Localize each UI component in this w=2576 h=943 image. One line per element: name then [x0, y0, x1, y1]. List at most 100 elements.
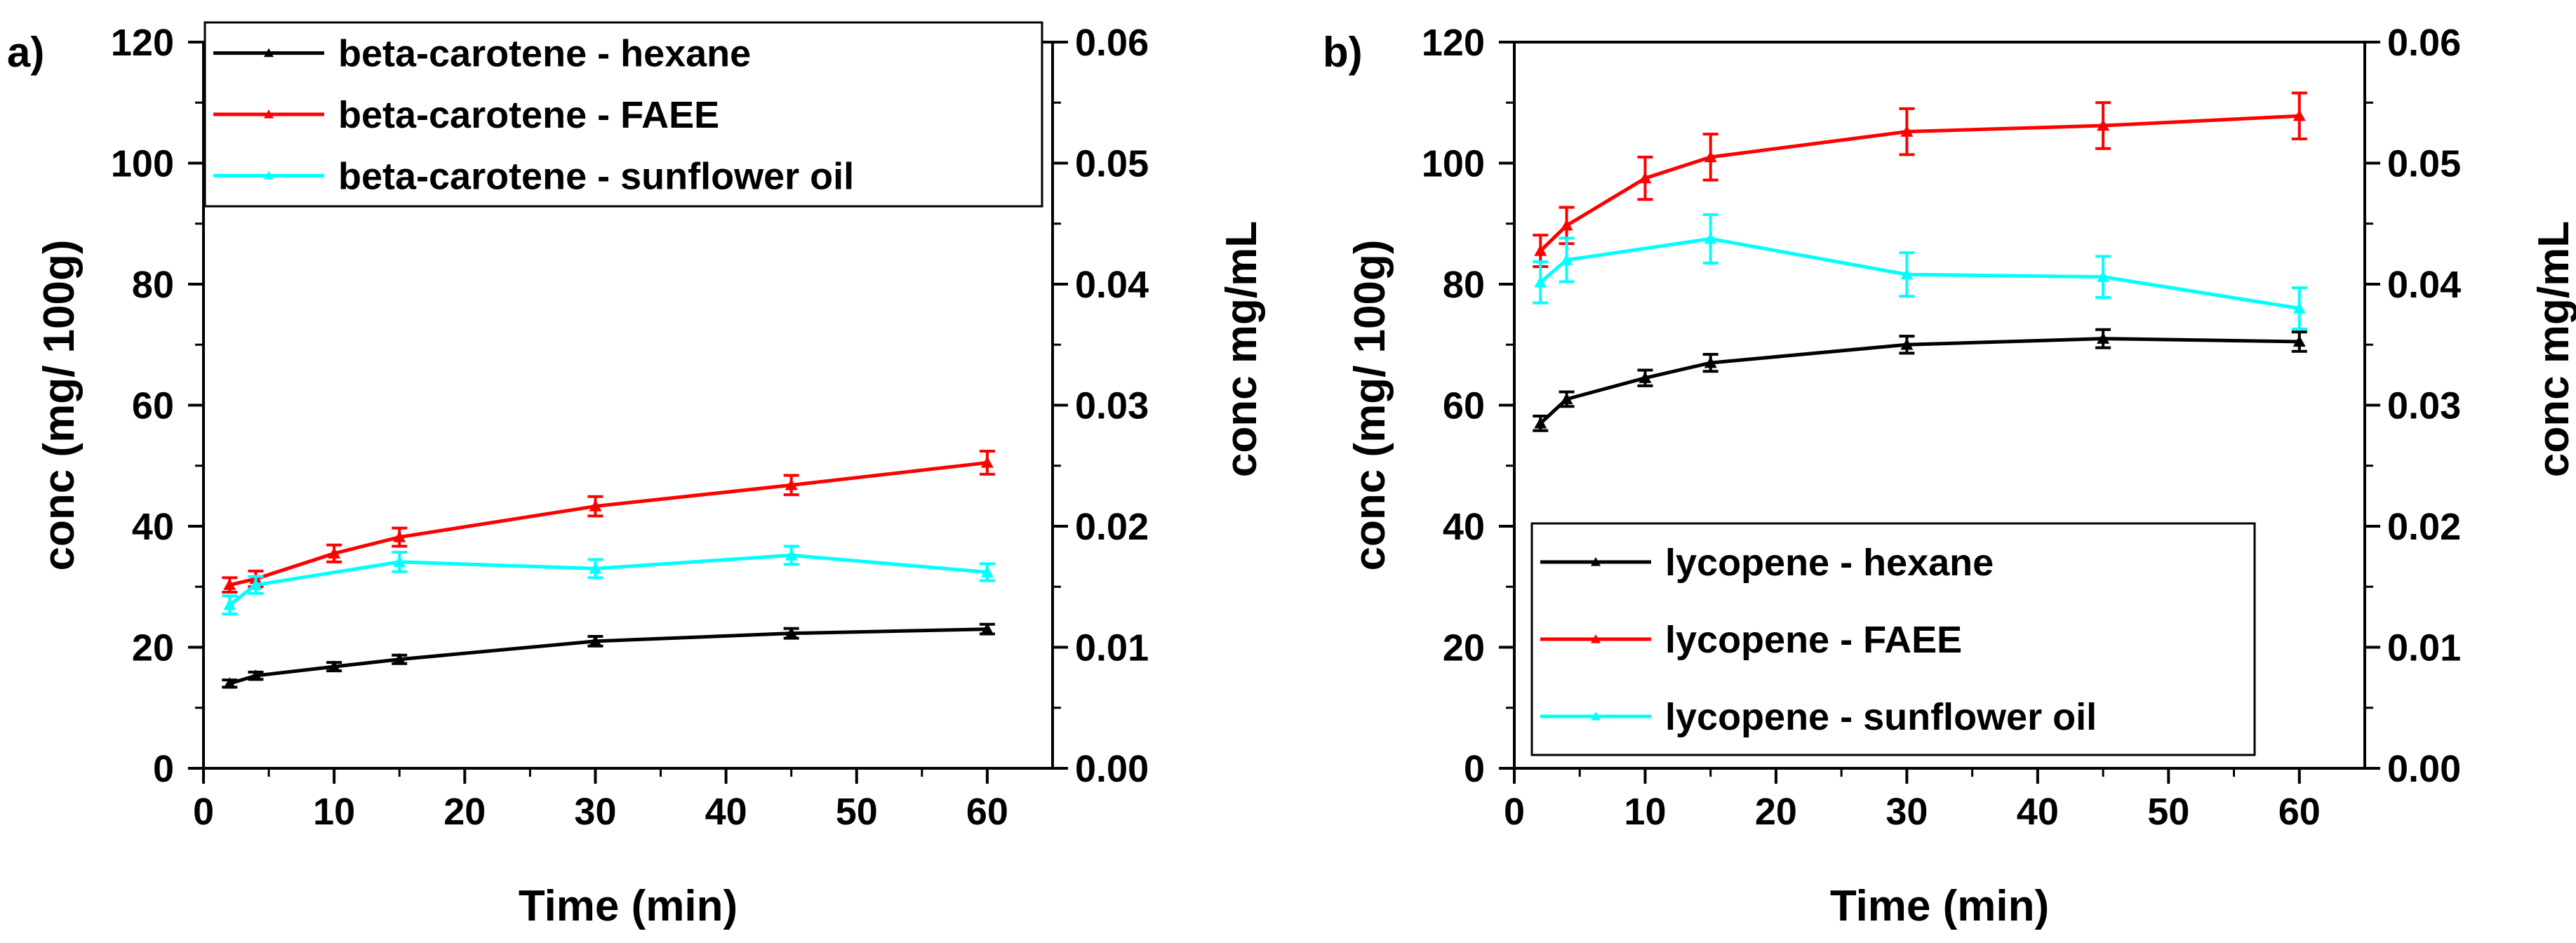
data-point [1704, 356, 1717, 368]
y-tick-label: 0 [153, 748, 174, 790]
legend-label: lycopene - hexane [1665, 542, 1994, 584]
y-tick-label: 100 [1422, 143, 1485, 185]
series-1 [1533, 91, 2307, 268]
y2-tick-label: 0.04 [2387, 264, 2461, 306]
data-point [249, 578, 262, 590]
series-0 [222, 622, 995, 689]
legend-swatch-marker [1591, 634, 1601, 643]
data-point [589, 634, 602, 647]
y-tick-label: 120 [111, 22, 174, 64]
y-tick-label: 120 [1422, 22, 1485, 64]
data-point [1639, 172, 1652, 184]
x-axis-title: Time (min) [519, 882, 738, 930]
y2-tick-label: 0.00 [2387, 748, 2461, 790]
x-tick-label: 40 [2017, 791, 2059, 833]
y2-axis-title: conc mg/mL [2530, 221, 2576, 477]
data-point [1560, 253, 1573, 265]
y2-tick-label: 0.04 [1075, 264, 1149, 306]
data-point [1900, 268, 1914, 280]
data-point [1534, 244, 1547, 256]
legend-label: beta-carotene - FAEE [338, 94, 719, 136]
series-line [1539, 236, 2300, 310]
data-point [2293, 109, 2306, 121]
data-point [328, 660, 341, 672]
data-point [785, 549, 798, 561]
series-line [229, 627, 987, 685]
y2-tick-label: 0.05 [1075, 143, 1149, 185]
y2-tick-label: 0.01 [1075, 627, 1149, 669]
y-tick-label: 100 [111, 143, 174, 185]
panel-b: b) 0 10 20 30 40 50 60 0 20 40 60 80 100 120 0.00 0.01 0.… [1323, 22, 2576, 930]
legend-swatch-marker [264, 48, 274, 58]
legend-label: beta-carotene - sunflower oil [338, 155, 854, 197]
data-point [223, 677, 236, 689]
legend-swatch-marker [264, 170, 274, 180]
data-point [1534, 417, 1547, 429]
y2-axis-title: conc mg/mL [1217, 221, 1266, 477]
y-tick-label: 20 [132, 627, 174, 669]
data-point [2097, 119, 2110, 131]
legend-box [203, 21, 1043, 208]
y2-tick-label: 0.01 [2387, 627, 2461, 669]
x-tick-label: 60 [966, 791, 1008, 833]
data-point [785, 627, 798, 638]
x-tick-label: 50 [836, 791, 878, 833]
series-line [1539, 337, 2300, 425]
data-point [1704, 232, 1717, 244]
data-point [2293, 335, 2306, 347]
data-point [589, 562, 602, 574]
data-point [223, 598, 236, 610]
y2-tick-label: 0.06 [1075, 22, 1149, 64]
legend-swatch-marker [1591, 711, 1601, 721]
x-tick-label: 10 [313, 791, 355, 833]
data-point [1560, 219, 1573, 231]
y-tick-label: 60 [1443, 385, 1485, 427]
y-tick-label: 0 [1464, 748, 1485, 790]
data-point [2097, 270, 2110, 282]
legend-swatch-marker [264, 109, 274, 119]
data-point [1560, 392, 1573, 405]
x-tick-label: 40 [705, 791, 747, 833]
legend-box [1530, 522, 2256, 756]
data-point [980, 622, 994, 634]
y2-tick-label: 0.05 [2387, 143, 2461, 185]
x-tick-label: 50 [2147, 791, 2189, 833]
panel-label: b) [1323, 29, 1363, 76]
legend: beta-carotene - hexane beta-carotene - FA… [203, 21, 1043, 208]
data-point [328, 547, 341, 559]
series-0 [1533, 328, 2307, 432]
data-point [1900, 125, 1914, 137]
x-tick-label: 10 [1624, 791, 1666, 833]
data-point [393, 653, 406, 664]
panel-a: a) 0 10 20 30 40 50 60 0 20 40 60 80 100 120 0.00 0.01 0.… [7, 21, 1266, 930]
data-point [1534, 276, 1547, 288]
data-point [1639, 371, 1652, 383]
data-point [249, 669, 262, 681]
legend: lycopene - hexane lycopene - FAEE lycopene… [1530, 522, 2256, 756]
y2-tick-label: 0.03 [1075, 385, 1149, 427]
legend-label: lycopene - sunflower oil [1665, 696, 2097, 738]
x-tick-label: 30 [1886, 791, 1928, 833]
panel-label: a) [7, 29, 44, 76]
legend-label: lycopene - FAEE [1665, 619, 1962, 661]
y2-tick-label: 0.03 [2387, 385, 2461, 427]
data-point [2293, 302, 2306, 314]
y-tick-label: 20 [1443, 627, 1485, 669]
y-tick-label: 80 [132, 264, 174, 306]
x-tick-label: 60 [2278, 791, 2321, 833]
series-2 [1533, 213, 2307, 330]
data-point [393, 530, 406, 542]
data-point [223, 578, 236, 590]
data-point [1900, 338, 1914, 350]
data-point [2097, 332, 2110, 344]
y-tick-label: 40 [132, 506, 174, 548]
y-axis-title: conc (mg/ 100g) [1346, 240, 1394, 571]
legend-swatch-marker [1591, 557, 1601, 566]
y2-tick-label: 0.06 [2387, 22, 2461, 64]
series-line [228, 553, 988, 607]
data-point [785, 479, 798, 490]
x-tick-label: 0 [1504, 791, 1525, 833]
series-2 [222, 544, 995, 616]
data-point [393, 555, 406, 568]
